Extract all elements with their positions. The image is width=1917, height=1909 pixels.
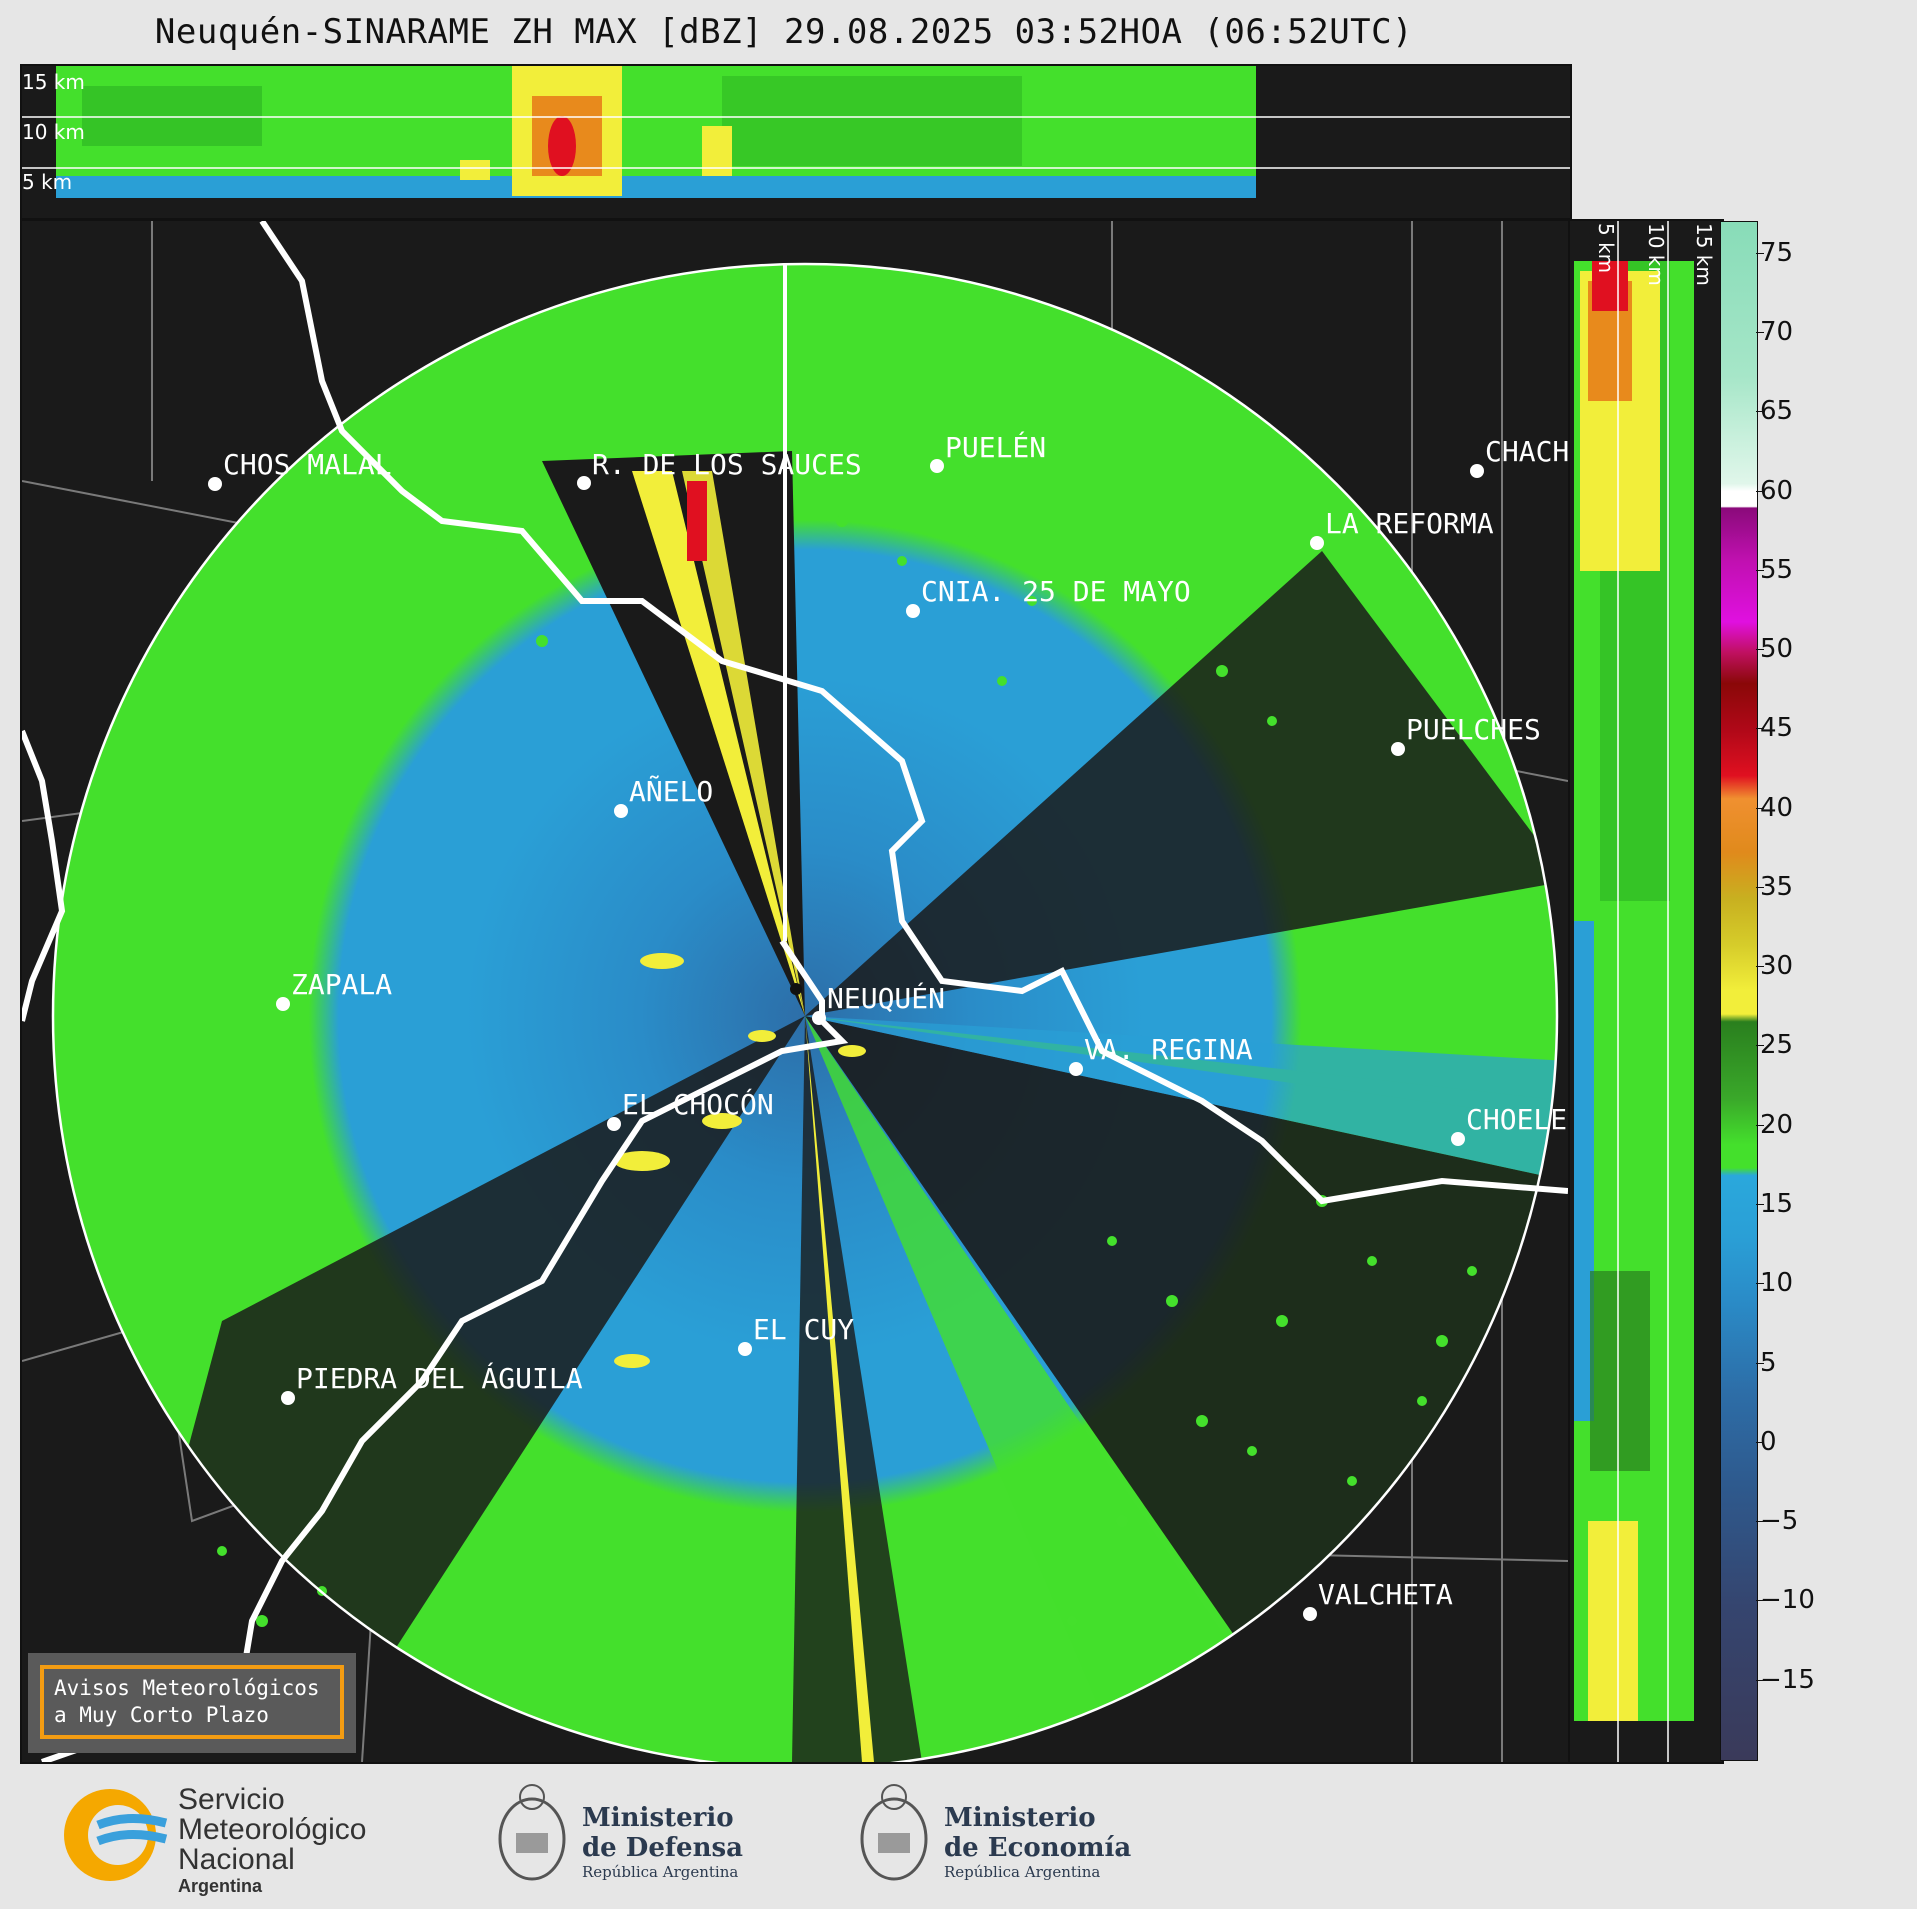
city-label: ZAPALA: [291, 968, 392, 1001]
economia-line-2: de Economía: [944, 1833, 1132, 1863]
city-label: EL CHOCÓN: [622, 1087, 774, 1121]
side-cross-section-panel: 5 km 10 km 15 km: [1568, 219, 1724, 1764]
city-label: CHACH: [1485, 435, 1568, 468]
city-label: CHOS MALAL: [223, 448, 392, 481]
colorbar-tick-label: 60: [1756, 476, 1880, 506]
colorbar-tick-label: 0: [1756, 1427, 1880, 1457]
city-label: LA REFORMA: [1325, 507, 1494, 540]
top-height-label-10km: 10 km: [22, 120, 85, 144]
colorbar-tick-label: 15: [1756, 1189, 1880, 1219]
dbz-colorbar: [1720, 221, 1758, 1761]
colorbar-tick-label: 40: [1756, 793, 1880, 823]
city-label: CNIA. 25 DE MAYO: [921, 575, 1191, 608]
national-coat-of-arms-icon: [860, 1784, 928, 1881]
economia-line-1: Ministerio: [944, 1803, 1096, 1833]
colorbar-tick-label: 20: [1756, 1110, 1880, 1140]
city-label: VA. REGINA: [1084, 1033, 1253, 1066]
colorbar-tick-label: 45: [1756, 713, 1880, 743]
colorbar-tick-label: −10: [1756, 1585, 1880, 1615]
side-cross-section-svg: [1574, 221, 1694, 1762]
city-label: PUELCHES: [1406, 713, 1541, 746]
city-label: R. DE LOS SAUCES: [592, 448, 862, 481]
top-cross-section-panel: 15 km 10 km 5 km: [20, 64, 1572, 220]
colorbar-tick-label: 35: [1756, 872, 1880, 902]
speckle-echoes: [217, 515, 1477, 1727]
smn-line-2: Meteorológico: [178, 1813, 367, 1846]
colorbar-tick-label: 65: [1756, 396, 1880, 426]
defensa-line-3: República Argentina: [582, 1863, 739, 1881]
city-label: VALCHETA: [1318, 1578, 1453, 1611]
radar-title: Neuquén-SINARAME ZH MAX [dBZ] 29.08.2025…: [154, 12, 1414, 52]
colorbar-tick-label: 10: [1756, 1268, 1880, 1298]
river-line-3: [22, 729, 66, 1022]
side-height-label-5km: 5 km: [1594, 223, 1618, 274]
economia-line-3: República Argentina: [944, 1863, 1101, 1881]
national-coat-of-arms-icon: [498, 1784, 566, 1881]
radar-site: [790, 983, 802, 995]
city-label: NEUQUÉN: [827, 981, 945, 1015]
city-markers: CHOS MALAL R. DE LOS SAUCES PUELÉN CHACH…: [208, 430, 1568, 1621]
smn-emblem-icon: [64, 1789, 168, 1881]
smn-line-4: Argentina: [178, 1876, 263, 1896]
city-label: PUELÉN: [945, 430, 1046, 464]
colorbar-tick-label: 70: [1756, 317, 1880, 347]
colorbar-tick-label: 50: [1756, 634, 1880, 664]
convective-cells: [614, 953, 866, 1368]
side-height-label-15km: 15 km: [1692, 223, 1716, 286]
defensa-line-2: de Defensa: [582, 1833, 743, 1863]
warning-line-2: a Muy Corto Plazo: [54, 1703, 269, 1727]
defensa-line-1: Ministerio: [582, 1803, 734, 1833]
colorbar-tick-label: −5: [1756, 1506, 1880, 1536]
warning-line-1: Avisos Meteorológicos: [54, 1676, 320, 1700]
city-label: AÑELO: [629, 774, 713, 808]
city-label: PIEDRA DEL ÁGUILA: [296, 1361, 583, 1395]
range-ring: [51, 262, 1559, 1762]
colorbar-tick-label: 75: [1756, 238, 1880, 268]
river-line: [259, 221, 1568, 1205]
top-height-label-5km: 5 km: [22, 170, 73, 194]
radar-echo-field: [53, 264, 1557, 1762]
colorbar-tick-label: 30: [1756, 951, 1880, 981]
top-cross-section-svg: [22, 66, 1570, 198]
colorbar-tick-label: 55: [1756, 555, 1880, 585]
top-height-label-15km: 15 km: [22, 70, 85, 94]
smn-line-3: Nacional: [178, 1843, 295, 1876]
smn-line-1: Servicio: [178, 1783, 285, 1816]
radar-map-svg: CHOS MALAL R. DE LOS SAUCES PUELÉN CHACH…: [22, 221, 1568, 1762]
warning-box[interactable]: Avisos Meteorológicos a Muy Corto Plazo: [28, 1653, 356, 1753]
colorbar-tick-label: 25: [1756, 1030, 1880, 1060]
colorbar-tick-label: −15: [1756, 1665, 1880, 1695]
colorbar-tick-label: 5: [1756, 1348, 1880, 1378]
city-label: EL CUY: [753, 1313, 854, 1346]
radar-map-panel[interactable]: CHOS MALAL R. DE LOS SAUCES PUELÉN CHACH…: [20, 219, 1570, 1764]
side-height-label-10km: 10 km: [1644, 223, 1668, 286]
city-label: CHOELE: [1466, 1103, 1567, 1136]
warning-frame: Avisos Meteorológicos a Muy Corto Plazo: [40, 1665, 344, 1739]
